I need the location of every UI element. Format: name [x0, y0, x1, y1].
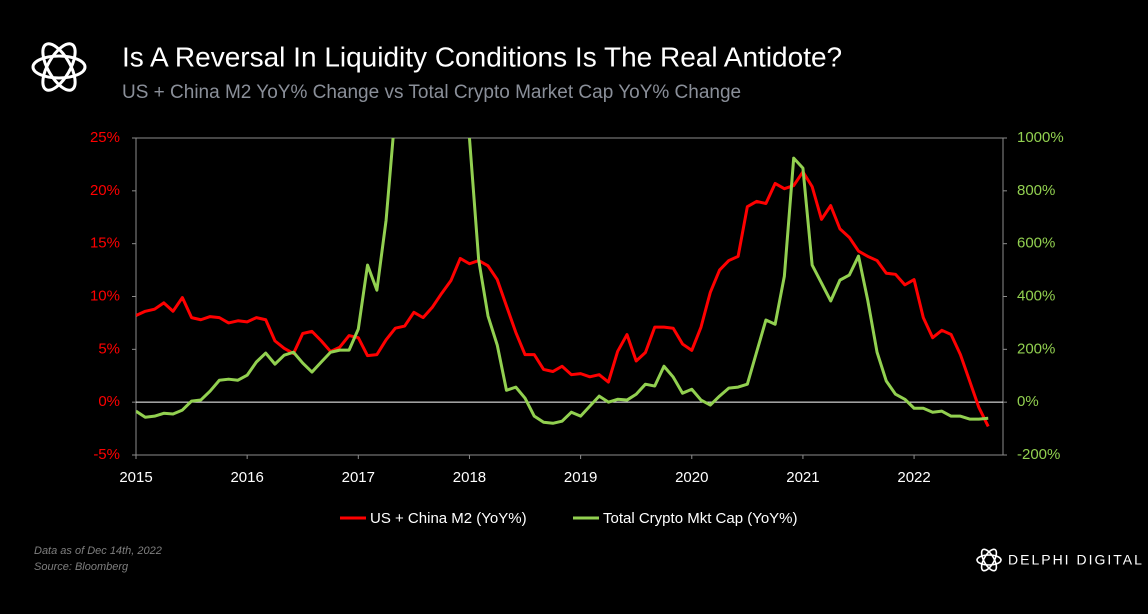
x-tick-label: 2018	[453, 469, 486, 486]
x-tick-label: 2020	[675, 469, 708, 486]
y2-tick-label: 200%	[1017, 340, 1055, 357]
y-tick-label: 25%	[90, 129, 120, 146]
y2-tick-label: 1000%	[1017, 129, 1064, 146]
legend-label: US + China M2 (YoY%)	[370, 510, 527, 527]
x-tick-label: 2015	[119, 469, 152, 486]
y-tick-label: 0%	[98, 393, 120, 410]
y2-tick-label: -200%	[1017, 446, 1060, 463]
x-tick-label: 2021	[786, 469, 819, 486]
chart-subtitle: US + China M2 YoY% Change vs Total Crypt…	[122, 82, 741, 103]
y-tick-label: 20%	[90, 182, 120, 199]
legend: US + China M2 (YoY%) Total Crypto Mkt Cap…	[340, 510, 798, 527]
y2-tick-label: 600%	[1017, 235, 1055, 252]
series-line	[136, 138, 989, 425]
plot-area	[136, 138, 990, 428]
y-tick-label: 10%	[90, 287, 120, 304]
x-tick-label: 2017	[342, 469, 375, 486]
source-note: Source: Bloomberg	[34, 561, 129, 573]
x-tick-label: 2022	[897, 469, 930, 486]
x-tick-label: 2016	[230, 469, 263, 486]
y2-tick-label: 0%	[1017, 393, 1039, 410]
brand-logo	[976, 548, 1002, 572]
x-tick-label: 2019	[564, 469, 597, 486]
logo	[31, 42, 87, 92]
y-tick-label: 15%	[90, 235, 120, 252]
brand: DELPHI DIGITAL	[1008, 552, 1144, 568]
y-tick-label: -5%	[93, 446, 120, 463]
footnote: Data as of Dec 14th, 2022	[34, 545, 162, 557]
y-tick-label: 5%	[98, 340, 120, 357]
y2-tick-label: 400%	[1017, 287, 1055, 304]
legend-label: Total Crypto Mkt Cap (YoY%)	[603, 510, 798, 527]
y2-tick-label: 800%	[1017, 182, 1055, 199]
chart-title: Is A Reversal In Liquidity Conditions Is…	[122, 41, 842, 72]
series-line	[136, 170, 990, 428]
